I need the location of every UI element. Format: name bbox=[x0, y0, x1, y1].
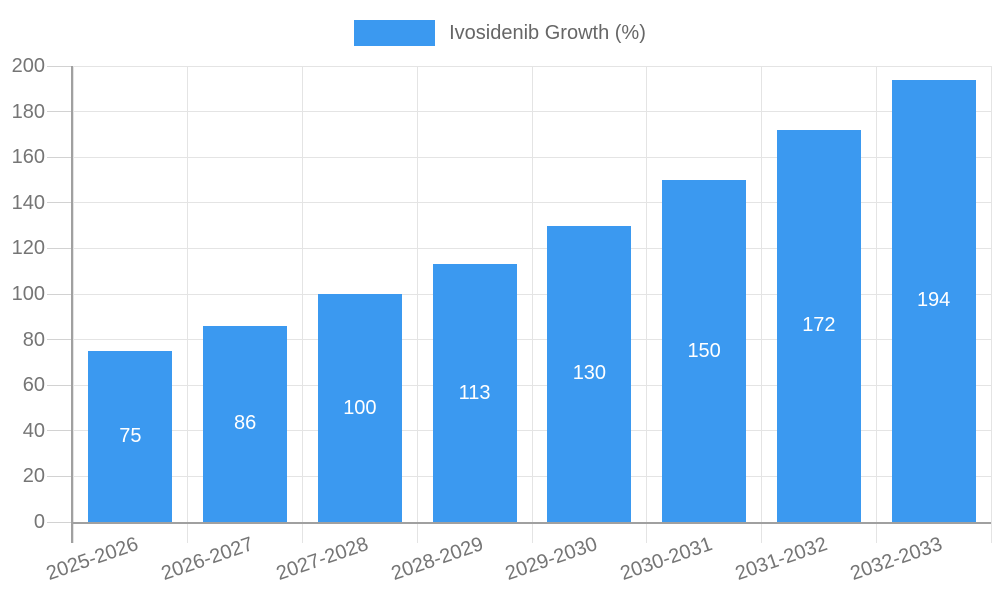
bar-value-label: 194 bbox=[916, 289, 951, 312]
x-gridline bbox=[302, 66, 303, 543]
bar: 113 bbox=[432, 264, 517, 522]
bar: 75 bbox=[88, 351, 173, 522]
y-tick-mark bbox=[47, 430, 73, 432]
bar: 130 bbox=[547, 225, 632, 522]
y-tick-label: 60 bbox=[22, 374, 45, 397]
y-tick-mark bbox=[47, 475, 73, 477]
x-gridline bbox=[531, 66, 533, 543]
y-tick-label: 40 bbox=[22, 419, 45, 442]
bar: 172 bbox=[776, 129, 861, 522]
legend: Ivosidenib Growth (%) bbox=[0, 20, 1000, 46]
y-tick-label: 140 bbox=[11, 191, 45, 214]
y-tick-label: 20 bbox=[22, 465, 45, 488]
x-gridline bbox=[187, 66, 189, 543]
legend-item[interactable]: Ivosidenib Growth (%) bbox=[354, 20, 646, 46]
y-tick-mark bbox=[47, 384, 73, 386]
y-tick-label: 0 bbox=[33, 511, 45, 533]
bar-value-label: 86 bbox=[234, 412, 257, 435]
x-gridline bbox=[72, 66, 74, 543]
bar-value-label: 100 bbox=[343, 396, 377, 419]
y-tick-mark bbox=[47, 202, 73, 204]
bar: 194 bbox=[891, 79, 976, 522]
y-tick-label: 160 bbox=[11, 146, 45, 169]
legend-label: Ivosidenib Growth (%) bbox=[449, 22, 646, 44]
y-tick-mark bbox=[47, 111, 73, 113]
x-gridline bbox=[416, 66, 418, 543]
bar-value-label: 130 bbox=[572, 362, 607, 385]
x-axis-line bbox=[73, 522, 991, 524]
bar: 150 bbox=[662, 180, 747, 522]
y-tick-label: 80 bbox=[22, 328, 45, 351]
bar-value-label: 75 bbox=[119, 425, 142, 447]
y-tick-mark bbox=[47, 247, 73, 249]
bar: 86 bbox=[203, 325, 288, 522]
y-tick-label: 120 bbox=[11, 237, 45, 260]
y-tick-label: 100 bbox=[11, 283, 45, 305]
x-gridline bbox=[875, 66, 877, 543]
y-tick-mark bbox=[47, 65, 73, 67]
y-tick-mark bbox=[47, 293, 73, 295]
x-gridline bbox=[990, 66, 992, 543]
y-tick-mark bbox=[47, 156, 73, 158]
bar: 100 bbox=[317, 294, 402, 522]
legend-swatch-icon bbox=[354, 20, 436, 46]
bar-value-label: 150 bbox=[687, 339, 721, 362]
x-gridline bbox=[646, 66, 648, 543]
y-tick-mark bbox=[47, 339, 73, 341]
x-gridline bbox=[761, 66, 762, 543]
plot-area: 0 20 40 60 80 100 120 140 160 180 200 75 2025-2026 86… bbox=[12, 55, 992, 585]
bar-value-label: 172 bbox=[802, 314, 836, 337]
y-tick-label: 200 bbox=[11, 55, 45, 77]
y-tick-mark bbox=[47, 521, 73, 523]
bar-value-label: 113 bbox=[458, 381, 491, 404]
y-tick-label: 180 bbox=[11, 100, 45, 123]
y-axis-line bbox=[71, 66, 73, 543]
